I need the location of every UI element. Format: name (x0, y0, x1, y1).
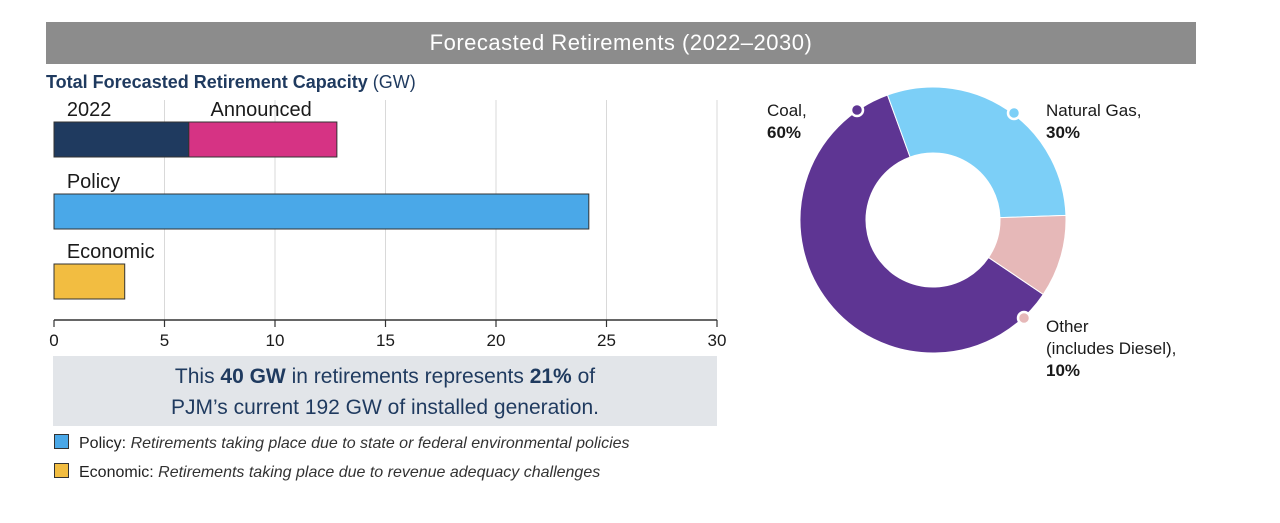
legend-swatch-policy (54, 434, 69, 449)
bar-chart: 0 5 10 15 20 25 30 2022 Announced Policy Economic (49, 99, 727, 350)
legend-label-policy: Policy: (79, 435, 127, 452)
x-tick-label: 20 (487, 331, 506, 350)
bar-category-label: Economic (67, 241, 155, 263)
donut-label-other-name: Other (1046, 317, 1089, 336)
donut-slice (799, 94, 1044, 354)
donut-label-coal-value: 60% (767, 123, 802, 142)
donut-label-marker (849, 102, 865, 118)
legend-label-economic: Economic: (79, 464, 154, 481)
donut-label-other-sub: (includes Diesel), (1046, 339, 1177, 358)
donut-label-coal: Coal, 60% (767, 100, 807, 144)
bar-chart-title: Total Forecasted Retirement Capacity (GW… (46, 72, 416, 93)
bar-chart-title-unit: (GW) (372, 72, 416, 92)
x-tick-label: 5 (160, 331, 169, 350)
bar-economic (53, 263, 126, 300)
donut-label-other-value: 10% (1046, 361, 1081, 380)
legend-desc-policy: Retirements taking place due to state or… (130, 435, 630, 452)
bar-policy (53, 193, 590, 230)
bar-category-label: Policy (67, 171, 120, 193)
donut-label-marker (1006, 105, 1022, 121)
legend-item-economic: Economic: Retirements taking place due t… (54, 463, 600, 482)
legend-item-policy: Policy: Retirements taking place due to … (54, 434, 630, 453)
x-tick-label: 10 (266, 331, 285, 350)
callout-percent: 21% (529, 365, 572, 388)
callout-line-2: PJM’s current 192 GW of installed genera… (171, 396, 599, 419)
donut-slice (987, 214, 1067, 296)
donut-label-coal-name: Coal, (767, 101, 807, 120)
donut-label-gas-value: 30% (1046, 123, 1081, 142)
chart-banner-title: Forecasted Retirements (2022–2030) (46, 22, 1196, 64)
donut-label-gas-name: Natural Gas, (1046, 101, 1142, 120)
legend-desc-economic: Retirements taking place due to revenue … (158, 464, 601, 481)
bar-2022 (53, 121, 190, 158)
donut-slice (886, 86, 1067, 219)
bar-category-label: Announced (210, 99, 311, 121)
bar-category-label: 2022 (67, 99, 112, 121)
x-tick-label: 15 (376, 331, 395, 350)
bar-chart-title-main: Total Forecasted Retirement Capacity (46, 72, 368, 92)
callout-total-gw: 40 GW (220, 365, 286, 388)
legend-swatch-economic (54, 463, 69, 478)
x-tick-label: 25 (597, 331, 616, 350)
x-tick-label: 30 (708, 331, 727, 350)
donut-label-other: Other (includes Diesel), 10% (1046, 316, 1176, 382)
donut-label-marker (1016, 310, 1032, 326)
x-tick-label: 0 (49, 331, 58, 350)
bar-announced (188, 121, 338, 158)
summary-callout: This 40 GW in retirements represents 21%… (53, 356, 717, 426)
donut-label-gas: Natural Gas, 30% (1046, 100, 1141, 144)
callout-line-1: This 40 GW in retirements represents 21%… (174, 365, 596, 388)
